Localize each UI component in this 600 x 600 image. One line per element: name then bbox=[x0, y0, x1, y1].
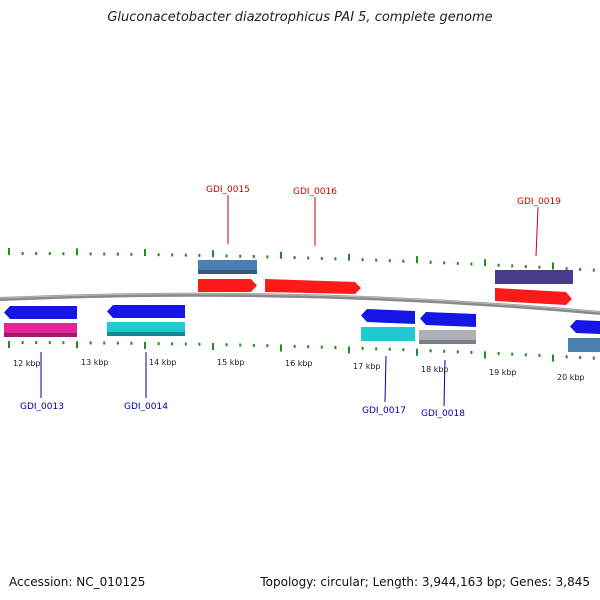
gene-arrow-gdi-0013[interactable] bbox=[4, 306, 77, 319]
gene-label-gdi-0016[interactable]: GDI_0016 bbox=[293, 187, 337, 197]
feature-bar-magenta-shade bbox=[4, 333, 77, 337]
gene-arrow-gdi-0017[interactable] bbox=[361, 309, 415, 324]
gene-arrow-gdi-0019[interactable] bbox=[495, 288, 572, 305]
scale-label-14kbp: 14 kbp bbox=[149, 358, 177, 367]
scale-label-12kbp: 12 kbp bbox=[13, 359, 41, 368]
gene-label-gdi-0013[interactable]: GDI_0013 bbox=[20, 402, 64, 412]
scale-label-19kbp: 19 kbp bbox=[489, 368, 517, 377]
scale-label-20kbp: 20 kbp bbox=[557, 373, 585, 382]
bottom-scale-ticks bbox=[8, 341, 595, 362]
gene-arrow-gdi-0018[interactable] bbox=[420, 312, 476, 327]
gene-label-gdi-0019[interactable]: GDI_0019 bbox=[517, 197, 561, 207]
feature-bar-cyan-2[interactable] bbox=[361, 327, 415, 341]
leader-line-gdi-0017 bbox=[384, 355, 387, 403]
gene-label-gdi-0014[interactable]: GDI_0014 bbox=[124, 402, 168, 412]
feature-bar-purple[interactable] bbox=[495, 270, 573, 284]
bottom-strand-features bbox=[4, 305, 600, 352]
scale-label-15kbp: 15 kbp bbox=[217, 358, 245, 367]
gene-label-gdi-0017[interactable]: GDI_0017 bbox=[362, 406, 406, 416]
gene-arrow-partial[interactable] bbox=[570, 320, 600, 334]
gene-label-gdi-0018[interactable]: GDI_0018 bbox=[421, 409, 465, 419]
genome-backbone-highlight bbox=[0, 293, 600, 313]
feature-bar-grey-shade bbox=[419, 340, 476, 344]
genome-summary-text: Topology: circular; Length: 3,944,163 bp… bbox=[260, 575, 590, 589]
scale-label-18kbp: 18 kbp bbox=[421, 365, 449, 374]
scale-label-16kbp: 16 kbp bbox=[285, 359, 313, 368]
feature-bar-steel-2[interactable] bbox=[568, 338, 600, 352]
top-strand-features bbox=[198, 260, 573, 305]
feature-bar-cyan-shade bbox=[107, 332, 185, 336]
gene-arrow-gdi-0016[interactable] bbox=[265, 279, 361, 294]
feature-bar-steel-shade bbox=[198, 270, 257, 274]
top-scale-ticks bbox=[8, 248, 595, 272]
genome-backbone bbox=[0, 292, 600, 315]
gene-arrow-gdi-0015[interactable] bbox=[198, 279, 257, 292]
scale-label-13kbp: 13 kbp bbox=[81, 358, 109, 367]
gene-arrow-gdi-0014[interactable] bbox=[107, 305, 185, 318]
accession-text: Accession: NC_010125 bbox=[9, 575, 146, 589]
leader-line-gdi-0019 bbox=[535, 206, 539, 257]
map-title: Gluconacetobacter diazotrophicus PAI 5, … bbox=[107, 10, 493, 25]
gene-label-gdi-0015[interactable]: GDI_0015 bbox=[206, 185, 250, 195]
leader-line-gdi-0018 bbox=[443, 359, 446, 407]
scale-label-17kbp: 17 kbp bbox=[353, 362, 381, 371]
